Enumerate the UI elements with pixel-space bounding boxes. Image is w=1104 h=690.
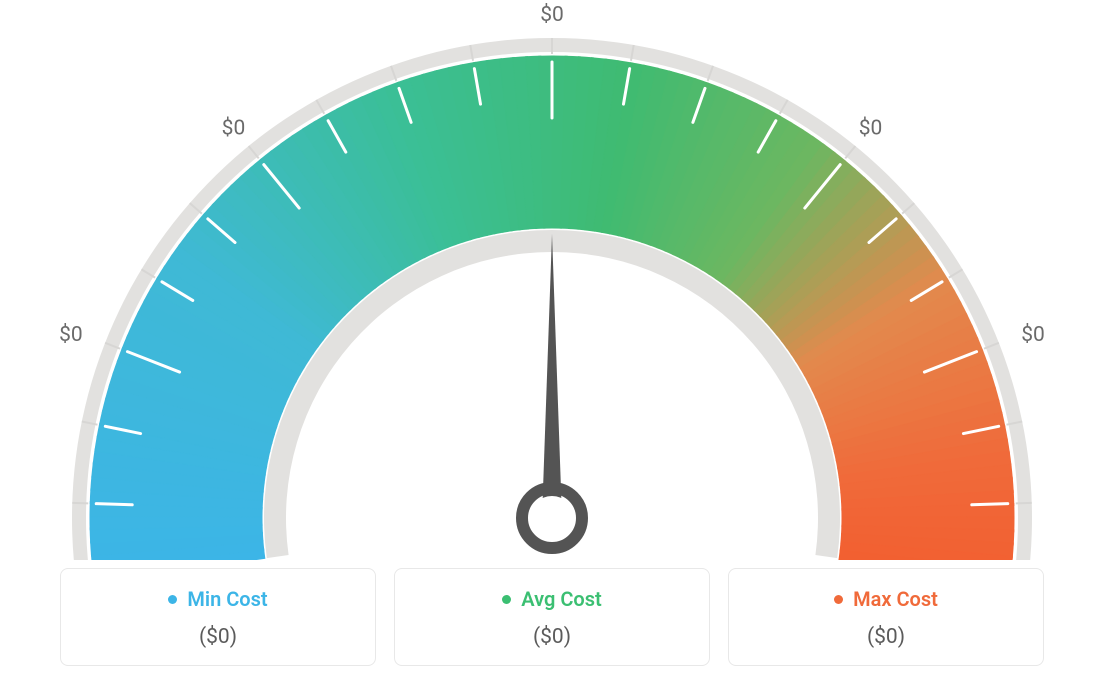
legend-card-avg: Avg Cost ($0) [394, 568, 710, 666]
min-label: Min Cost [187, 587, 267, 611]
cost-gauge-chart: $0$0$0$0$0$0$0 [0, 0, 1104, 560]
gauge-tick-label: $0 [859, 116, 883, 140]
avg-dot-icon [502, 595, 511, 604]
gauge-tick-label: $0 [222, 116, 246, 140]
legend-label-row: Max Cost [749, 587, 1023, 611]
max-label: Max Cost [853, 587, 938, 611]
min-dot-icon [168, 595, 177, 604]
max-dot-icon [834, 595, 843, 604]
gauge-svg: $0$0$0$0$0$0$0 [0, 0, 1104, 560]
avg-label: Avg Cost [521, 587, 602, 611]
legend-row: Min Cost ($0) Avg Cost ($0) Max Cost ($0) [0, 560, 1104, 666]
gauge-needle [542, 234, 562, 518]
min-value: ($0) [81, 625, 355, 649]
legend-label-row: Min Cost [81, 587, 355, 611]
gauge-tick-label: $0 [540, 3, 564, 27]
legend-card-max: Max Cost ($0) [728, 568, 1044, 666]
legend-card-min: Min Cost ($0) [60, 568, 376, 666]
avg-value: ($0) [415, 625, 689, 649]
gauge-tick-label: $0 [1021, 323, 1045, 347]
legend-label-row: Avg Cost [415, 587, 689, 611]
max-value: ($0) [749, 625, 1023, 649]
gauge-tick-label: $0 [59, 323, 83, 347]
